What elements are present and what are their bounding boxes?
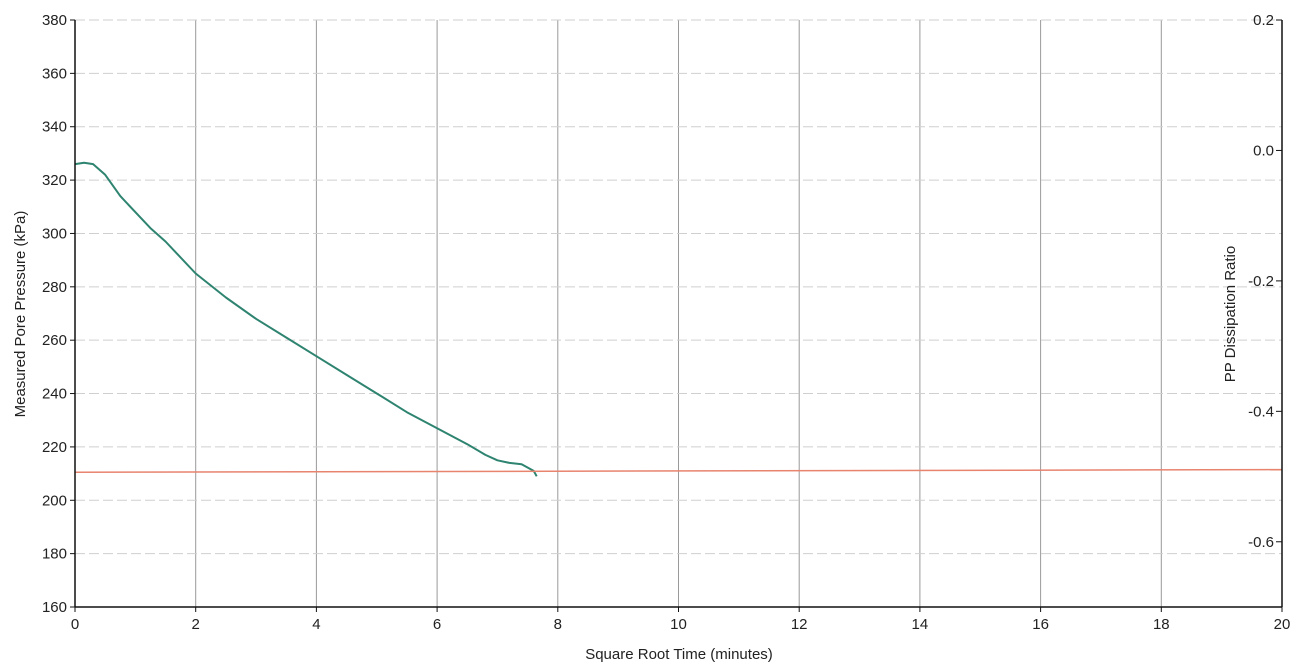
y-tick-label: 260 — [42, 332, 67, 349]
y-tick-label: 180 — [42, 546, 67, 563]
grid-lines — [75, 19, 1283, 607]
y2-tick-label: 0.2 — [1253, 12, 1274, 29]
y2-tick-label: -0.6 — [1248, 534, 1274, 551]
y-axis-title: Measured Pore Pressure (kPa) — [12, 211, 29, 418]
y2-tick-label: 0.0 — [1253, 142, 1274, 159]
x-tick-label: 8 — [554, 616, 562, 633]
y-tick-label: 200 — [42, 492, 67, 509]
axes-layer — [70, 19, 1283, 612]
y-tick-label: 160 — [42, 599, 67, 616]
x-tick-label: 10 — [670, 616, 687, 633]
x-tick-label: 0 — [71, 616, 79, 633]
x-tick-label: 20 — [1274, 616, 1291, 633]
x-axis-title: Square Root Time (minutes) — [585, 646, 773, 663]
y-tick-label: 300 — [42, 225, 67, 242]
y-tick-label: 220 — [42, 439, 67, 456]
y-tick-label: 360 — [42, 65, 67, 82]
y2-axis-title: PP Dissipation Ratio — [1222, 246, 1239, 382]
y2-tick-label: -0.4 — [1248, 403, 1274, 420]
series-line-1 — [74, 161, 538, 477]
y-tick-label: 280 — [42, 279, 67, 296]
series-layer — [74, 161, 1283, 477]
y-tick-label: 320 — [42, 172, 67, 189]
y-tick-label: 340 — [42, 119, 67, 136]
x-tick-label: 6 — [433, 616, 441, 633]
x-tick-label: 2 — [192, 616, 200, 633]
y-tick-label: 240 — [42, 386, 67, 403]
x-tick-label: 16 — [1032, 616, 1049, 633]
x-tick-label: 4 — [312, 616, 320, 633]
y-tick-label: 380 — [42, 12, 67, 29]
y2-tick-label: -0.2 — [1248, 273, 1274, 290]
series-line-2 — [74, 468, 1283, 474]
x-tick-label: 12 — [791, 616, 808, 633]
x-tick-label: 18 — [1153, 616, 1170, 633]
tick-labels: 0 2 4 6 8 10 12 14 16 18 20 160 180 200 220 240 260 280 30… — [42, 12, 1290, 633]
x-tick-label: 14 — [912, 616, 929, 633]
